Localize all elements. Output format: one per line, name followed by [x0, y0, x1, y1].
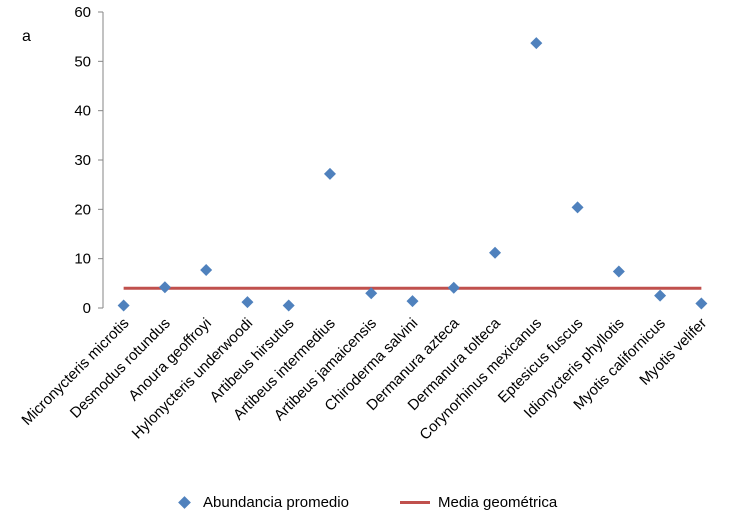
data-point	[323, 167, 336, 180]
legend-diamond-icon	[178, 496, 191, 509]
legend-line-label: Media geométrica	[438, 494, 558, 511]
data-point	[117, 299, 130, 312]
data-point	[612, 265, 625, 278]
y-tick-label: 60	[74, 4, 91, 21]
data-point	[654, 289, 667, 302]
legend: Abundancia promedio Media geométrica	[0, 494, 735, 518]
data-point	[200, 264, 213, 277]
data-point	[365, 287, 378, 300]
data-point	[282, 299, 295, 312]
data-point	[695, 297, 708, 310]
legend-item-line: Media geométrica	[400, 494, 557, 511]
y-tick-label: 40	[74, 103, 91, 120]
data-point	[406, 295, 419, 308]
y-tick-label: 30	[74, 152, 91, 169]
data-point	[489, 246, 502, 259]
y-tick-label: 10	[74, 251, 91, 268]
data-point	[447, 281, 460, 294]
y-tick-label: 50	[74, 53, 91, 70]
data-point	[241, 296, 254, 309]
y-tick-label: 0	[83, 300, 91, 317]
legend-points-label: Abundancia promedio	[203, 494, 349, 511]
y-tick-label: 20	[74, 201, 91, 218]
legend-item-points: Abundancia promedio	[178, 494, 349, 511]
panel-label: a	[22, 28, 31, 45]
legend-line-icon	[400, 501, 430, 504]
data-point	[571, 201, 584, 214]
data-point	[158, 281, 171, 294]
data-point	[530, 37, 543, 50]
